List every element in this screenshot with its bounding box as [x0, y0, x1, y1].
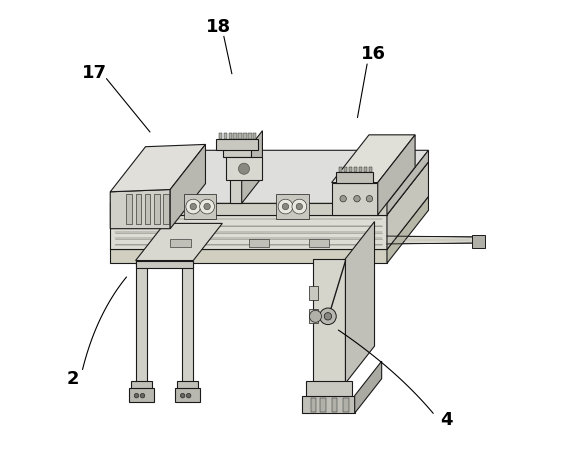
- Bar: [339, 168, 342, 173]
- Circle shape: [324, 313, 332, 320]
- Bar: [170, 239, 191, 248]
- Bar: [135, 262, 147, 383]
- Polygon shape: [387, 151, 428, 215]
- Text: 16: 16: [361, 45, 385, 63]
- Circle shape: [320, 308, 336, 325]
- Bar: [320, 398, 325, 413]
- Bar: [175, 388, 200, 402]
- Polygon shape: [387, 197, 428, 264]
- Bar: [308, 287, 318, 300]
- Bar: [226, 158, 263, 181]
- Polygon shape: [110, 204, 387, 215]
- Bar: [145, 194, 150, 225]
- Circle shape: [366, 196, 373, 202]
- Bar: [343, 398, 349, 413]
- Bar: [234, 134, 236, 139]
- Bar: [308, 239, 329, 248]
- Bar: [336, 173, 373, 183]
- Bar: [135, 194, 141, 225]
- Bar: [301, 396, 355, 413]
- Bar: [216, 139, 258, 151]
- Bar: [154, 194, 159, 225]
- Polygon shape: [355, 362, 381, 413]
- Circle shape: [134, 394, 139, 398]
- Polygon shape: [110, 190, 170, 229]
- Bar: [182, 262, 193, 383]
- Circle shape: [200, 200, 215, 214]
- Bar: [359, 168, 362, 173]
- Bar: [353, 168, 357, 173]
- Bar: [135, 261, 193, 269]
- Bar: [224, 134, 227, 139]
- Text: 2: 2: [67, 369, 79, 387]
- Text: 17: 17: [82, 64, 107, 81]
- Circle shape: [340, 196, 347, 202]
- Polygon shape: [110, 151, 428, 204]
- Polygon shape: [387, 163, 428, 250]
- Bar: [348, 168, 352, 173]
- Bar: [184, 194, 216, 220]
- Bar: [368, 168, 372, 173]
- Circle shape: [278, 200, 293, 214]
- Polygon shape: [345, 222, 375, 383]
- Bar: [308, 310, 318, 324]
- Bar: [253, 134, 256, 139]
- Bar: [230, 158, 242, 204]
- Bar: [248, 134, 251, 139]
- Circle shape: [354, 196, 360, 202]
- Circle shape: [190, 204, 196, 210]
- Polygon shape: [332, 136, 415, 183]
- Bar: [223, 148, 251, 158]
- Bar: [131, 381, 152, 390]
- Polygon shape: [110, 250, 387, 264]
- Circle shape: [204, 204, 210, 210]
- Circle shape: [309, 311, 321, 323]
- Bar: [248, 239, 270, 248]
- Bar: [313, 259, 345, 383]
- Circle shape: [140, 394, 145, 398]
- Polygon shape: [110, 163, 428, 215]
- Circle shape: [186, 200, 200, 214]
- Polygon shape: [110, 215, 387, 250]
- Bar: [243, 134, 247, 139]
- Bar: [128, 388, 154, 402]
- Circle shape: [292, 200, 307, 214]
- Bar: [177, 381, 198, 390]
- Bar: [344, 168, 347, 173]
- Polygon shape: [242, 131, 263, 204]
- Bar: [311, 398, 316, 413]
- Bar: [472, 235, 485, 248]
- Bar: [276, 194, 308, 220]
- Bar: [163, 194, 169, 225]
- Polygon shape: [135, 224, 222, 261]
- Polygon shape: [110, 197, 428, 250]
- Circle shape: [296, 204, 303, 210]
- Circle shape: [239, 164, 250, 175]
- Bar: [228, 134, 232, 139]
- Polygon shape: [110, 145, 206, 193]
- Text: 4: 4: [441, 410, 453, 428]
- Bar: [332, 183, 378, 215]
- Bar: [126, 194, 132, 225]
- Circle shape: [180, 394, 185, 398]
- Bar: [238, 134, 242, 139]
- Polygon shape: [378, 136, 415, 215]
- Circle shape: [282, 204, 289, 210]
- Bar: [364, 168, 367, 173]
- Bar: [306, 381, 352, 397]
- Polygon shape: [387, 237, 484, 244]
- Bar: [219, 134, 222, 139]
- Bar: [332, 398, 337, 413]
- Circle shape: [186, 394, 191, 398]
- Text: 18: 18: [206, 18, 231, 36]
- Polygon shape: [170, 145, 206, 229]
